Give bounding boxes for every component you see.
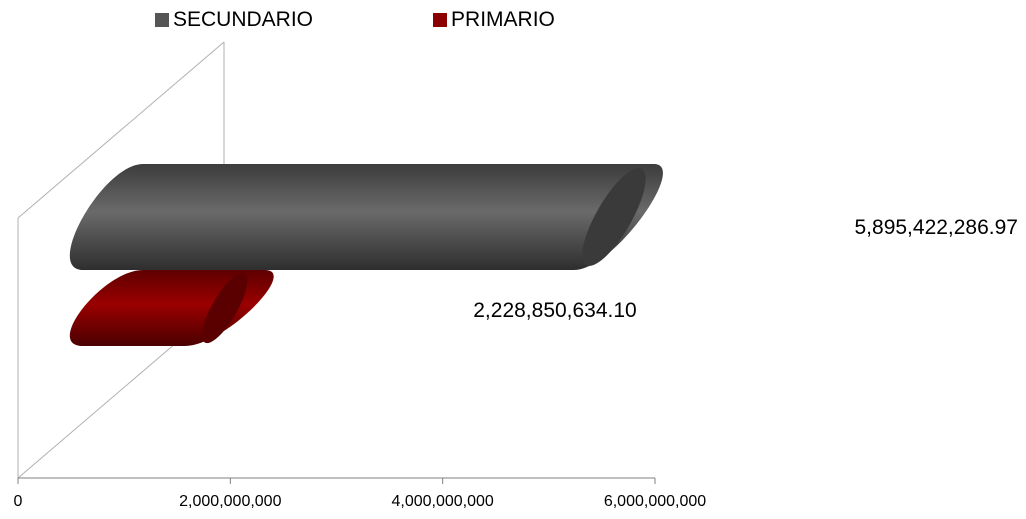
x-tick-label: 2,000,000,000	[179, 493, 281, 510]
data-label-primario: 2,228,850,634.10	[473, 299, 637, 322]
x-tick-label: 4,000,000,000	[392, 493, 494, 510]
legend-label-primario: PRIMARIO	[451, 8, 555, 31]
frame-top-left-edge	[17, 41, 225, 219]
data-label-secundario: 5,895,422,286.97	[855, 216, 1019, 239]
legend: SECUNDARIO PRIMARIO	[155, 8, 555, 32]
data-labels: 2,228,850,634.10 5,895,422,286.97	[473, 216, 1018, 322]
x-tick-label: 6,000,000,000	[604, 493, 706, 510]
bar-end-cap-secundario	[582, 168, 646, 266]
legend-item-secundario: SECUNDARIO	[155, 8, 313, 32]
bar-secundario	[69, 164, 663, 270]
x-tick-label: 0	[14, 493, 23, 510]
x-axis-ticks: 0 2,000,000,000 4,000,000,000 6,000,000,000	[14, 478, 706, 510]
legend-item-primario: PRIMARIO	[433, 8, 555, 32]
legend-swatch-primario	[433, 13, 448, 27]
legend-label-secundario: SECUNDARIO	[173, 8, 314, 31]
legend-swatch-secundario	[155, 13, 169, 27]
bar-end-cap-primario	[201, 272, 248, 344]
bars	[69, 164, 663, 346]
